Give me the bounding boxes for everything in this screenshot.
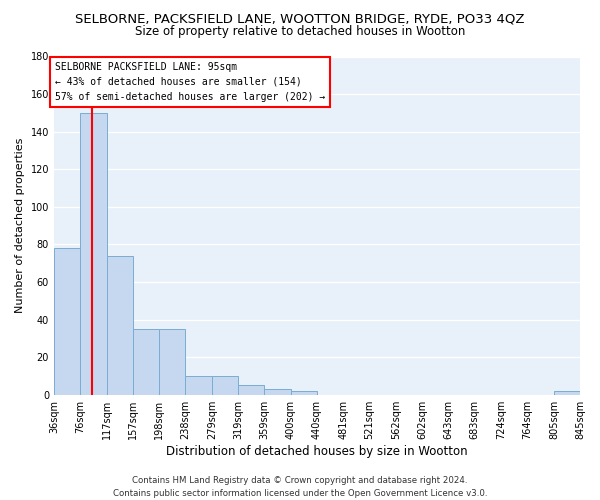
Bar [212,376,238,394]
Bar [159,329,185,394]
Bar [54,248,80,394]
Text: Size of property relative to detached houses in Wootton: Size of property relative to detached ho… [135,25,465,38]
Bar [133,329,159,394]
Bar [290,391,317,394]
Text: SELBORNE, PACKSFIELD LANE, WOOTTON BRIDGE, RYDE, PO33 4QZ: SELBORNE, PACKSFIELD LANE, WOOTTON BRIDG… [75,12,525,26]
Bar [554,391,580,394]
X-axis label: Distribution of detached houses by size in Wootton: Distribution of detached houses by size … [166,444,468,458]
Y-axis label: Number of detached properties: Number of detached properties [15,138,25,314]
Bar [107,256,133,394]
Bar [80,113,107,394]
Text: Contains HM Land Registry data © Crown copyright and database right 2024.
Contai: Contains HM Land Registry data © Crown c… [113,476,487,498]
Bar [238,386,264,394]
Text: SELBORNE PACKSFIELD LANE: 95sqm
← 43% of detached houses are smaller (154)
57% o: SELBORNE PACKSFIELD LANE: 95sqm ← 43% of… [55,62,325,102]
Bar [185,376,212,394]
Bar [264,389,290,394]
